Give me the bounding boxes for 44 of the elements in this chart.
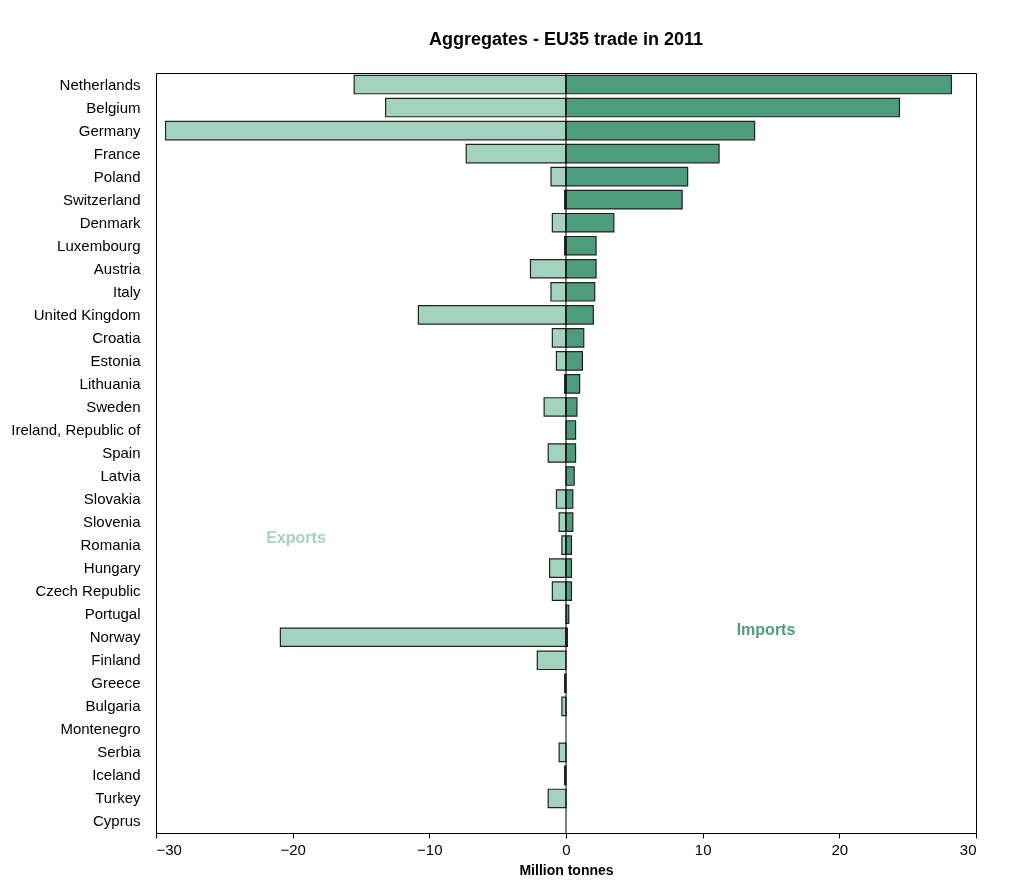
- y-tick-label: Netherlands: [59, 75, 141, 93]
- x-tick-label: −30: [156, 840, 182, 858]
- y-tick-label: Czech Republic: [35, 582, 141, 600]
- y-tick-label: Denmark: [79, 213, 141, 231]
- y-tick-label: Iceland: [92, 766, 141, 784]
- y-tick-label: Ireland, Republic of: [11, 420, 142, 438]
- y-tick-label: Belgium: [86, 98, 141, 116]
- x-tick-label: 10: [694, 840, 712, 858]
- y-tick-label: Bulgaria: [85, 697, 142, 715]
- y-tick-label: Latvia: [100, 467, 142, 485]
- y-tick-label: Spain: [102, 444, 141, 461]
- y-tick-label: Germany: [78, 121, 141, 139]
- text: Imports: [736, 621, 796, 638]
- y-tick-label: United Kingdom: [33, 305, 141, 323]
- y-tick-label: Romania: [80, 536, 142, 554]
- y-tick-label: Sweden: [86, 397, 141, 415]
- text: Exports: [266, 529, 326, 546]
- y-tick-label: Cyprus: [92, 812, 141, 830]
- y-tick-label: Hungary: [83, 559, 141, 577]
- y-tick-label: Slovakia: [83, 490, 142, 508]
- y-tick-label: Greece: [91, 674, 141, 692]
- y-tick-label: Austria: [93, 259, 142, 277]
- y-tick-label: Serbia: [97, 743, 142, 761]
- y-tick-label: Slovenia: [82, 513, 142, 531]
- x-tick-label: 0: [562, 840, 571, 858]
- y-tick-label: Turkey: [95, 789, 141, 807]
- y-tick-label: Italy: [112, 282, 141, 300]
- y-tick-label: Luxembourg: [57, 236, 141, 254]
- x-tick-label: 20: [831, 840, 849, 858]
- y-tick-label: Croatia: [92, 328, 142, 346]
- y-tick-label: France: [93, 144, 141, 162]
- y-tick-label: Montenegro: [60, 720, 141, 738]
- x-axis-title: Million tonnes: [519, 861, 614, 878]
- x-tick-label: 30: [959, 840, 977, 858]
- y-tick-label: Finland: [91, 651, 141, 669]
- y-tick-label: Estonia: [90, 351, 142, 369]
- y-tick-label: Poland: [93, 167, 141, 185]
- x-tick-label: −10: [417, 840, 443, 858]
- y-tick-label: Norway: [89, 628, 141, 646]
- chart-title: Aggregates - EU35 trade in 2011: [428, 28, 704, 49]
- y-tick-label: Switzerland: [62, 190, 141, 208]
- y-tick-label: Lithuania: [79, 374, 142, 392]
- y-tick-label: Portugal: [84, 605, 141, 623]
- x-tick-label: −20: [280, 840, 306, 858]
